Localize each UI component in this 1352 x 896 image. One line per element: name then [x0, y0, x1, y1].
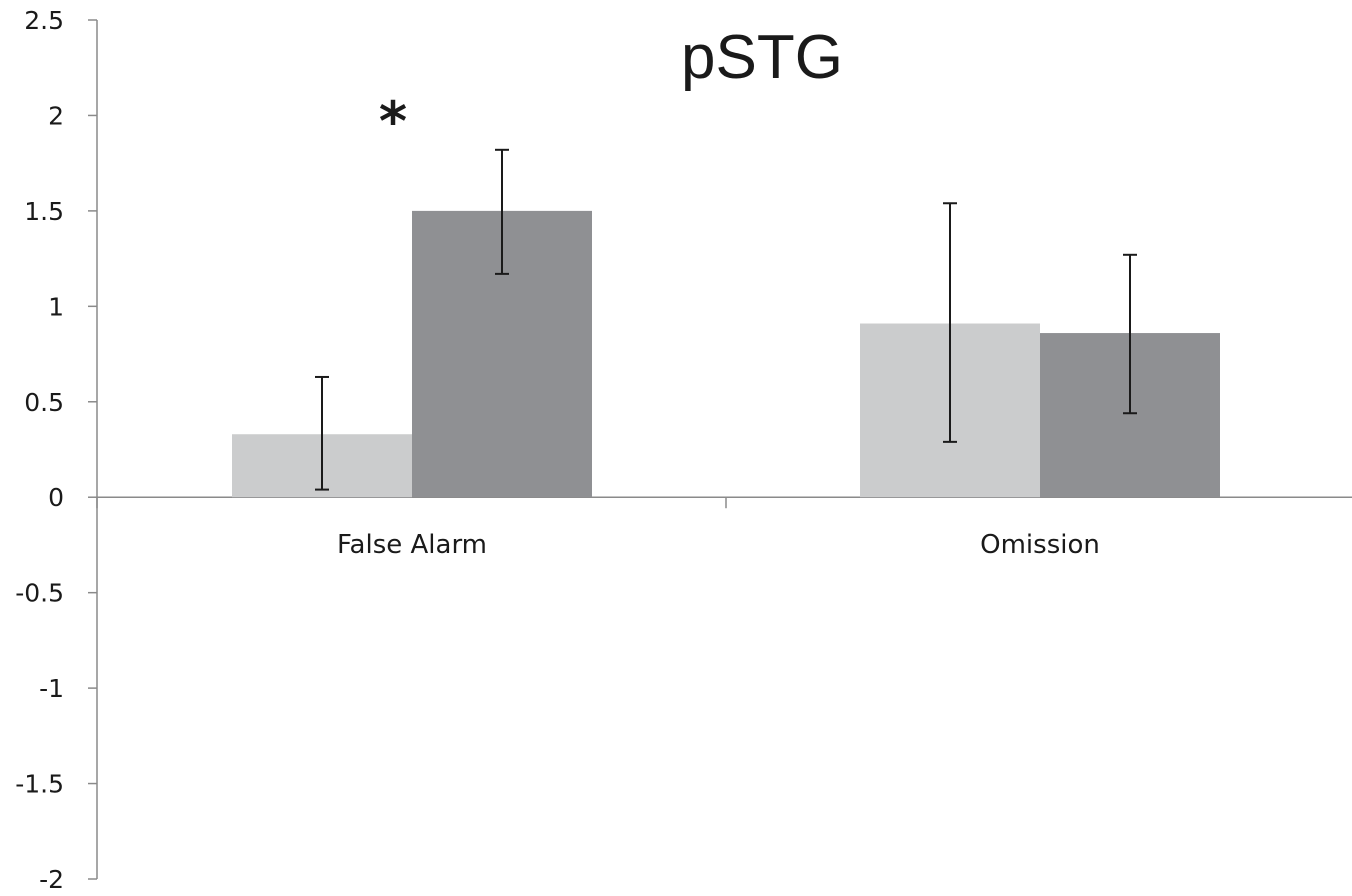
annotations: * — [379, 90, 407, 153]
significance-marker: * — [379, 90, 407, 153]
y-tick-label: 1 — [48, 292, 64, 321]
x-category-label: Omission — [980, 530, 1100, 560]
y-tick-label: 1.5 — [24, 197, 64, 226]
bars — [232, 210, 1220, 498]
category-labels: False Alarm Omission — [337, 530, 1100, 560]
y-axis: 2.5 2 1.5 1 0.5 0 -0.5 -1 -1.5 -2 — [15, 6, 98, 894]
x-category-label: False Alarm — [337, 530, 487, 560]
y-tick-label: -2 — [39, 865, 64, 894]
y-tick-label: -1 — [39, 674, 64, 703]
chart-title: pSTG — [681, 23, 843, 92]
y-tick-label: 0 — [48, 483, 64, 512]
x-axis — [96, 496, 1352, 509]
y-tick-label: -1.5 — [15, 770, 64, 799]
error-bars — [315, 148, 1137, 491]
y-tick-label: 2 — [48, 101, 64, 130]
y-tick-label: 0.5 — [24, 388, 64, 417]
y-tick-label: -0.5 — [15, 579, 64, 608]
y-tick-label: 2.5 — [24, 6, 64, 35]
